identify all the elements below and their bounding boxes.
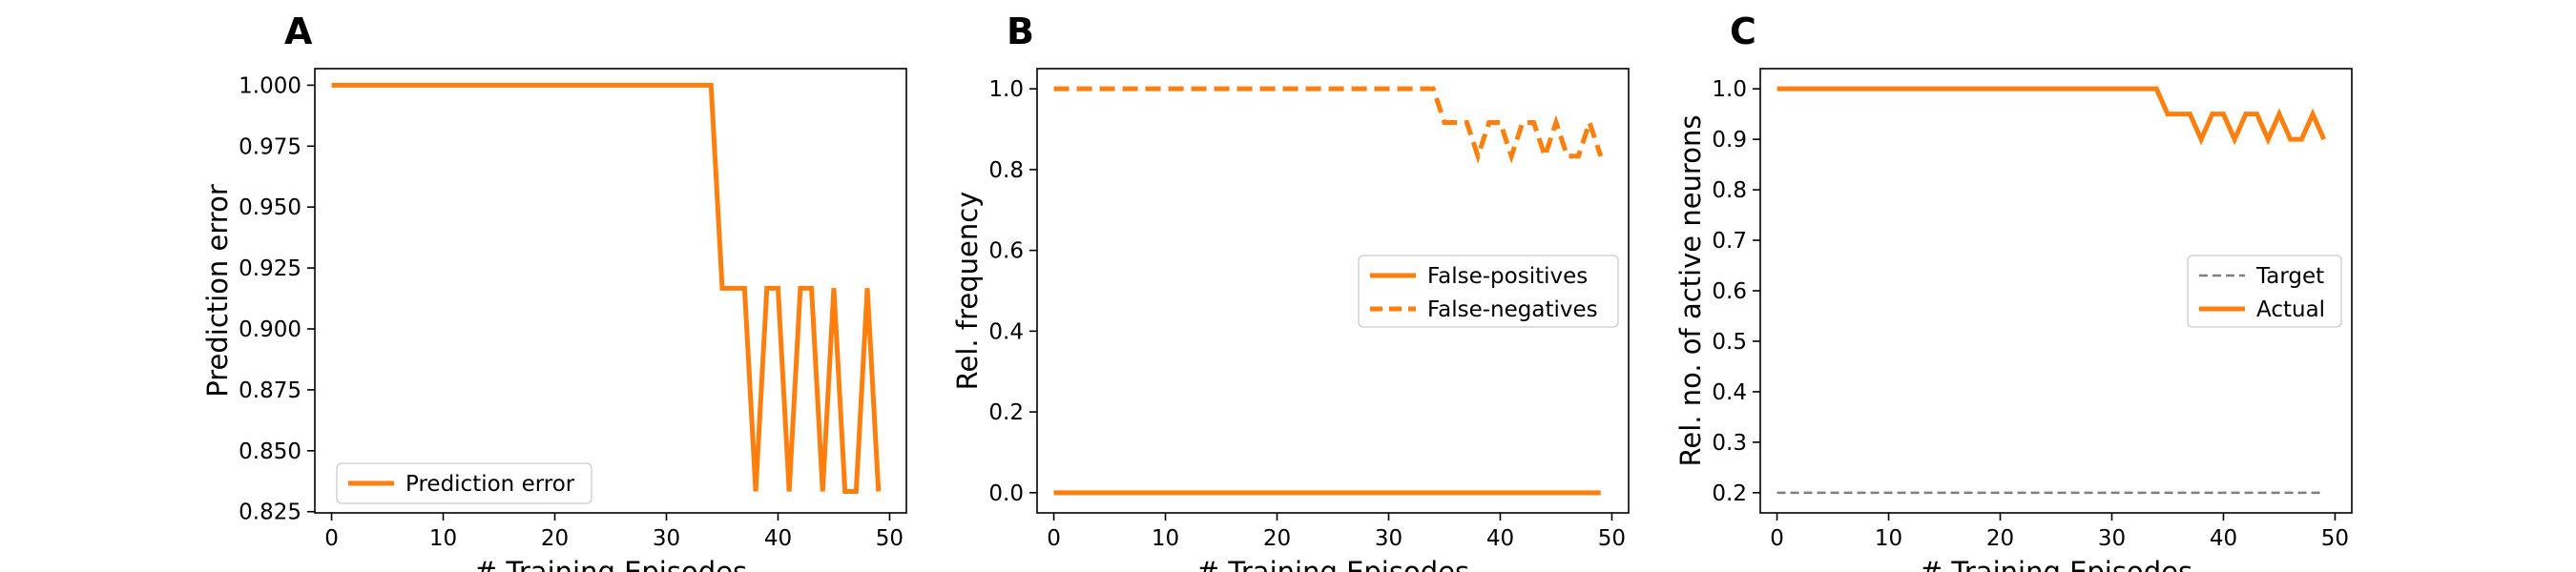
x-tick-label: 20 — [1263, 526, 1291, 551]
legend-box — [1358, 255, 1619, 328]
legend-label: False-negatives — [1427, 297, 1598, 322]
y-tick-label: 0.5 — [1712, 330, 1747, 355]
x-tick-label: 40 — [1486, 526, 1514, 551]
legend-label: Target — [2255, 264, 2324, 289]
legend-label: Prediction error — [405, 472, 575, 497]
series-line-0 — [331, 82, 882, 495]
panel-letter: B — [1007, 10, 1034, 52]
x-tick-label: 40 — [764, 526, 792, 551]
legend-label: Actual — [2256, 297, 2325, 322]
y-tick-label: 0.2 — [988, 400, 1024, 425]
y-tick-label: 1.000 — [239, 73, 301, 98]
y-axis-label: Rel. no. of active neurons — [1674, 115, 1707, 467]
panel-c: C 0 10 20 30 40 50 0.2 0.3 0.4 0.5 0.6 0.7 0.8 0.9 1.0 #… — [1674, 10, 2353, 572]
x-tick-label: 0 — [324, 526, 339, 551]
x-tick-label: 10 — [1875, 526, 1902, 551]
x-tick-label: 30 — [653, 526, 680, 551]
legend-box — [336, 462, 592, 504]
y-tick-label: 0.4 — [1712, 380, 1747, 405]
y-tick-label: 1.0 — [988, 77, 1024, 102]
x-tick-label: 20 — [541, 526, 569, 551]
x-tick-label: 50 — [2321, 526, 2349, 551]
x-tick-label: 10 — [429, 526, 457, 551]
x-tick-label: 50 — [1598, 526, 1626, 551]
y-tick-label: 0.975 — [239, 134, 301, 159]
x-tick-label: 0 — [1770, 526, 1784, 551]
y-axis-label: Prediction error — [201, 184, 234, 398]
y-tick-label: 0.950 — [239, 195, 301, 220]
x-tick-label: 0 — [1047, 526, 1061, 551]
y-tick-label: 0.6 — [1712, 279, 1747, 304]
axes-frame — [1036, 68, 1630, 514]
y-tick-label: 0.0 — [988, 481, 1024, 506]
x-axis-label: # Training Episodes — [1920, 556, 2192, 572]
legend: False-positives False-negatives — [1358, 255, 1619, 328]
axes-frame — [314, 68, 907, 514]
y-tick-label: 0.850 — [239, 439, 301, 464]
panel-a: A 0 10 20 30 40 50 0.825 0.850 0.875 0.900 0.925 0.9… — [201, 10, 907, 572]
legend: Target Actual — [2187, 255, 2342, 328]
y-tick-label: 1.0 — [1712, 77, 1747, 102]
y-tick-label: 0.8 — [1712, 178, 1747, 203]
series-line-1 — [1053, 86, 1604, 164]
series-line-1 — [1776, 86, 2327, 146]
x-tick-label: 30 — [1375, 526, 1402, 551]
y-tick-label: 0.900 — [239, 317, 301, 342]
y-tick-label: 0.925 — [239, 256, 301, 281]
x-tick-label: 30 — [2098, 526, 2126, 551]
x-axis-label: # Training Episodes — [1196, 556, 1469, 572]
x-tick-label: 40 — [2210, 526, 2237, 551]
x-axis-label: # Training Episodes — [474, 556, 747, 572]
y-tick-label: 0.4 — [988, 319, 1024, 344]
y-tick-label: 0.2 — [1712, 481, 1747, 506]
y-tick-label: 0.3 — [1712, 431, 1747, 456]
y-tick-label: 0.9 — [1712, 128, 1747, 153]
y-tick-label: 0.7 — [1712, 229, 1747, 254]
panel-b: B 0 10 20 30 40 50 0.0 0.2 0.4 0.6 0.8 1.0 # Training… — [951, 10, 1630, 572]
x-tick-label: 20 — [1986, 526, 2014, 551]
y-tick-label: 0.825 — [239, 500, 301, 525]
panel-letter: C — [1730, 10, 1756, 52]
y-axis-label: Rel. frequency — [951, 192, 984, 391]
y-tick-label: 0.8 — [988, 158, 1024, 183]
legend-label: False-positives — [1427, 264, 1588, 289]
y-tick-label: 0.875 — [239, 378, 301, 403]
y-tick-label: 0.6 — [988, 239, 1024, 264]
panel-letter: A — [284, 10, 313, 52]
legend: Prediction error — [336, 462, 592, 504]
x-tick-label: 10 — [1152, 526, 1179, 551]
x-tick-label: 50 — [876, 526, 904, 551]
